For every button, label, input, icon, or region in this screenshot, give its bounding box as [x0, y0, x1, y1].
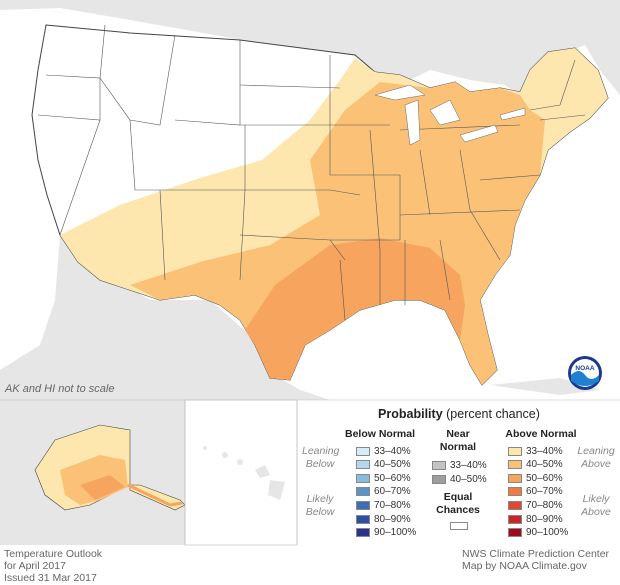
below-normal-swatch	[356, 487, 370, 497]
above-normal-row: 80–90%	[508, 513, 563, 525]
likely-below-label: Likely Below	[305, 493, 335, 518]
below-normal-row: 80–90%	[356, 513, 411, 525]
above-normal-swatch	[508, 460, 522, 470]
caption-line-1: Temperature Outlook	[4, 548, 103, 560]
below-normal-label: 33–40%	[374, 445, 411, 457]
near-normal-heading-line1: Near	[446, 428, 470, 440]
above-normal-swatch	[508, 500, 522, 510]
credits-line-2: Map by NOAA Climate.gov	[462, 560, 587, 572]
below-normal-label: 70–80%	[374, 499, 411, 511]
near-normal-swatch	[432, 460, 446, 470]
below-normal-label: 50–60%	[374, 472, 411, 484]
above-normal-row: 40–50%	[508, 459, 563, 471]
below-normal-row: 33–40%	[356, 445, 411, 457]
below-normal-swatch	[356, 500, 370, 510]
legend-title-bold: Probability	[378, 407, 443, 421]
probability-legend: Probability (percent chance) Below Norma…	[300, 403, 618, 545]
above-normal-row: 90–100%	[508, 527, 568, 539]
noaa-logo: NOAA	[567, 355, 603, 391]
leaning-below-label: Leaning Below	[302, 445, 340, 470]
legend-title: Probability (percent chance)	[300, 407, 618, 421]
above-normal-swatch	[508, 446, 522, 456]
state-borders	[37, 24, 586, 321]
equal-chances-heading: Equal Chances	[428, 491, 488, 517]
above-normal-row: 50–60%	[508, 472, 563, 484]
above-normal-heading: Above Normal	[505, 428, 577, 440]
below-normal-label: 90–100%	[374, 527, 417, 539]
above-normal-label: 60–70%	[526, 486, 563, 498]
great-lakes	[374, 84, 526, 146]
above-normal-label: 80–90%	[526, 513, 563, 525]
alaska-inset	[0, 400, 186, 545]
equal-chances-swatch	[450, 522, 468, 530]
below-normal-label: 60–70%	[374, 486, 411, 498]
below-normal-swatch	[356, 528, 370, 538]
above-50-60-region	[245, 238, 465, 380]
near-normal-heading: Near Normal	[428, 428, 488, 454]
above-normal-swatch	[508, 487, 522, 497]
near-normal-label: 33–40%	[450, 459, 487, 471]
above-normal-label: 40–50%	[526, 459, 563, 471]
below-normal-row: 50–60%	[356, 472, 411, 484]
above-normal-label: 50–60%	[526, 472, 563, 484]
above-normal-row: 33–40%	[508, 445, 563, 457]
below-normal-row: 90–100%	[356, 527, 416, 539]
canada-landmass	[0, 0, 620, 95]
caption-line-2: for April 2017	[4, 560, 66, 572]
above-40-50-region	[130, 82, 545, 385]
legend-title-rest: (percent chance)	[446, 407, 540, 421]
credits-caption: NWS Climate Prediction Center Map by NOA…	[462, 548, 616, 572]
below-normal-label: 40–50%	[374, 459, 411, 471]
near-normal-row: 40–50%	[432, 473, 487, 485]
above-normal-row: 60–70%	[508, 486, 563, 498]
above-normal-swatch	[508, 528, 522, 538]
outlook-caption: Temperature Outlook for April 2017 Issue…	[4, 548, 102, 584]
baja-landmass	[68, 245, 135, 395]
near-normal-label: 40–50%	[450, 473, 487, 485]
credits-line-1: NWS Climate Prediction Center	[462, 548, 610, 560]
below-normal-swatch	[356, 514, 370, 524]
near-normal-heading-line2: Normal	[439, 441, 477, 453]
caption-line-3: Issued 31 Mar 2017	[4, 572, 97, 584]
below-normal-heading: Below Normal	[344, 428, 415, 440]
above-normal-label: 33–40%	[526, 445, 563, 457]
below-normal-label: 80–90%	[374, 513, 411, 525]
above-normal-swatch	[508, 514, 522, 524]
above-normal-swatch	[508, 473, 522, 483]
near-normal-swatch	[432, 474, 446, 484]
above-normal-label: 70–80%	[526, 499, 563, 511]
noaa-logo-text: NOAA	[575, 365, 594, 372]
equal-chances-line1: Equal	[443, 491, 473, 503]
equal-chances-line2: Chances	[436, 504, 480, 516]
above-normal-label: 90–100%	[526, 527, 569, 539]
below-normal-swatch	[356, 473, 370, 483]
below-normal-swatch	[356, 460, 370, 470]
scale-note: AK and HI not to scale	[5, 383, 115, 395]
hawaii-inset	[184, 399, 298, 546]
below-normal-row: 70–80%	[356, 499, 411, 511]
leaning-above-label: Leaning Above	[577, 445, 615, 470]
below-normal-row: 60–70%	[356, 486, 411, 498]
below-normal-swatch	[356, 446, 370, 456]
likely-above-label: Likely Above	[581, 493, 611, 518]
above-normal-row: 70–80%	[508, 499, 563, 511]
near-normal-row: 33–40%	[432, 459, 487, 471]
below-normal-row: 40–50%	[356, 459, 411, 471]
